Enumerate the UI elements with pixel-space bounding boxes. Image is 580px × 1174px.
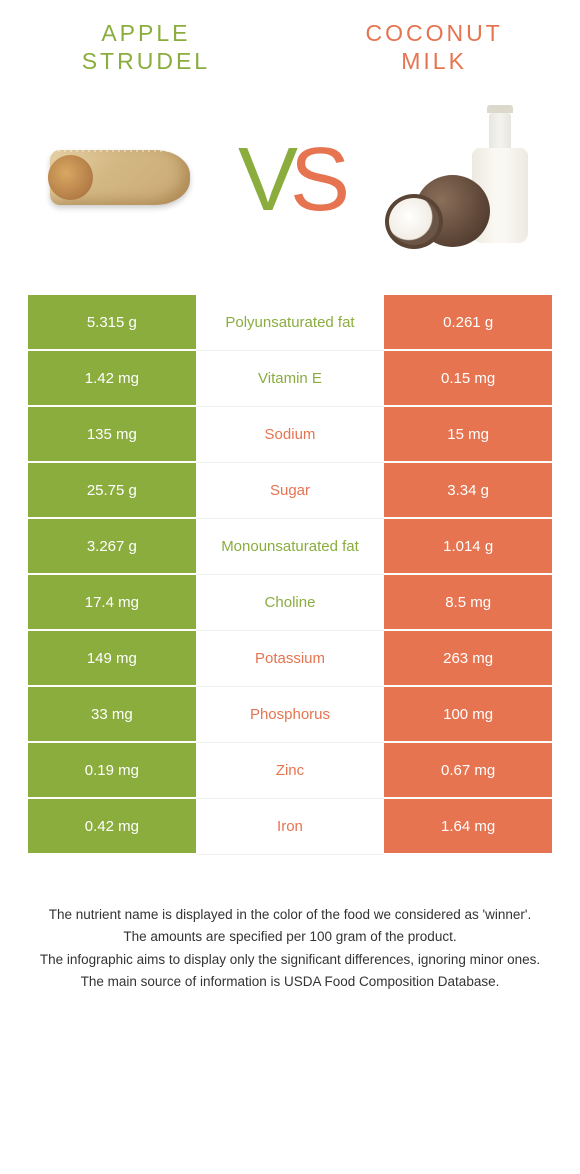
- table-row: 0.42 mgIron1.64 mg: [28, 799, 552, 855]
- left-value: 5.315 g: [28, 295, 196, 351]
- right-value: 0.67 mg: [384, 743, 552, 799]
- right-value: 0.15 mg: [384, 351, 552, 407]
- right-value: 1.64 mg: [384, 799, 552, 855]
- title-text: APPLE: [101, 20, 190, 46]
- left-value: 1.42 mg: [28, 351, 196, 407]
- right-value: 3.34 g: [384, 463, 552, 519]
- right-value: 0.261 g: [384, 295, 552, 351]
- table-row: 25.75 gSugar3.34 g: [28, 463, 552, 519]
- nutrient-label: Vitamin E: [196, 351, 385, 407]
- table-row: 5.315 gPolyunsaturated fat0.261 g: [28, 295, 552, 351]
- table-row: 135 mgSodium15 mg: [28, 407, 552, 463]
- vs-label: V S: [238, 129, 342, 232]
- header: APPLE STRUDEL COCONUT MILK: [28, 20, 552, 75]
- table-row: 33 mgPhosphorus100 mg: [28, 687, 552, 743]
- table-row: 3.267 gMonounsaturated fat1.014 g: [28, 519, 552, 575]
- right-value: 15 mg: [384, 407, 552, 463]
- coconut-icon: [380, 105, 540, 255]
- footnote-line: The main source of information is USDA F…: [28, 972, 552, 992]
- right-value: 263 mg: [384, 631, 552, 687]
- apple-strudel-image: [28, 105, 211, 255]
- title-text: STRUDEL: [82, 48, 210, 74]
- vs-v: V: [238, 129, 290, 232]
- nutrient-label: Zinc: [196, 743, 385, 799]
- title-text: COCONUT: [365, 20, 502, 46]
- nutrient-label: Polyunsaturated fat: [196, 295, 385, 351]
- left-value: 3.267 g: [28, 519, 196, 575]
- nutrient-label: Potassium: [196, 631, 385, 687]
- left-value: 0.19 mg: [28, 743, 196, 799]
- table-row: 149 mgPotassium263 mg: [28, 631, 552, 687]
- left-value: 0.42 mg: [28, 799, 196, 855]
- title-text: MILK: [401, 48, 467, 74]
- footnote-line: The amounts are specified per 100 gram o…: [28, 927, 552, 947]
- table-row: 0.19 mgZinc0.67 mg: [28, 743, 552, 799]
- right-value: 1.014 g: [384, 519, 552, 575]
- nutrient-label: Choline: [196, 575, 385, 631]
- footnote-line: The nutrient name is displayed in the co…: [28, 905, 552, 925]
- right-value: 8.5 mg: [384, 575, 552, 631]
- right-food-title: COCONUT MILK: [316, 20, 552, 75]
- left-food-title: APPLE STRUDEL: [28, 20, 264, 75]
- nutrient-label: Monounsaturated fat: [196, 519, 385, 575]
- footnotes: The nutrient name is displayed in the co…: [28, 905, 552, 992]
- left-value: 25.75 g: [28, 463, 196, 519]
- left-value: 33 mg: [28, 687, 196, 743]
- left-value: 17.4 mg: [28, 575, 196, 631]
- nutrient-table: 5.315 gPolyunsaturated fat0.261 g1.42 mg…: [28, 295, 552, 855]
- strudel-icon: [45, 135, 195, 225]
- coconut-milk-image: [369, 105, 552, 255]
- nutrient-label: Phosphorus: [196, 687, 385, 743]
- nutrient-label: Sugar: [196, 463, 385, 519]
- left-value: 135 mg: [28, 407, 196, 463]
- nutrient-label: Sodium: [196, 407, 385, 463]
- vs-s: S: [290, 129, 342, 232]
- footnote-line: The infographic aims to display only the…: [28, 950, 552, 970]
- right-value: 100 mg: [384, 687, 552, 743]
- table-row: 1.42 mgVitamin E0.15 mg: [28, 351, 552, 407]
- image-row: V S: [28, 95, 552, 265]
- left-value: 149 mg: [28, 631, 196, 687]
- table-row: 17.4 mgCholine8.5 mg: [28, 575, 552, 631]
- nutrient-label: Iron: [196, 799, 385, 855]
